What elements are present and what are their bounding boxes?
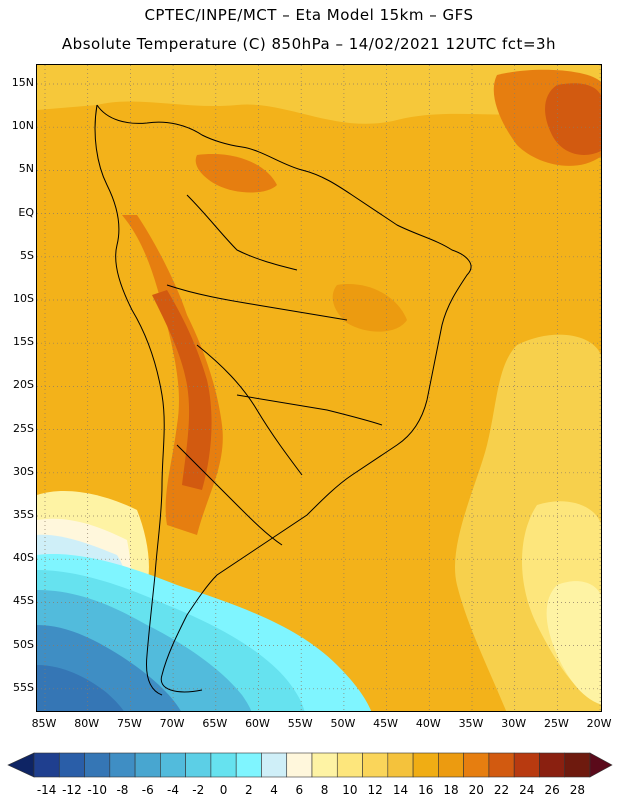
colorbar-swatch bbox=[84, 752, 111, 778]
field-brazil-hot bbox=[332, 284, 407, 332]
lon-label: 75W bbox=[116, 717, 142, 730]
lat-label: 45S bbox=[13, 594, 34, 608]
lon-label: 40W bbox=[415, 717, 441, 730]
colorbar-tick-label: 28 bbox=[569, 783, 585, 797]
temperature-map bbox=[36, 64, 602, 712]
map-title-line2: Absolute Temperature (C) 850hPa – 14/02/… bbox=[61, 35, 557, 53]
lat-label: 40S bbox=[13, 551, 34, 565]
colorbar-swatch bbox=[336, 752, 363, 778]
lat-label: 10N bbox=[11, 119, 34, 133]
lat-label: 15N bbox=[11, 76, 34, 89]
coastlines-borders bbox=[94, 104, 472, 696]
colorbar-swatch bbox=[109, 752, 136, 778]
lat-label: 20S bbox=[13, 378, 34, 392]
colorbar-tick-label: 18 bbox=[443, 783, 459, 797]
lat-label: 15S bbox=[13, 335, 34, 349]
lat-label: 5S bbox=[20, 248, 34, 262]
lon-label: 85W bbox=[31, 717, 57, 730]
field-andes-core bbox=[152, 290, 212, 490]
lat-label: EQ bbox=[18, 205, 34, 219]
field-south-blue3 bbox=[37, 665, 124, 711]
colorbar-tick-label: 6 bbox=[295, 783, 304, 797]
field-yellow-north bbox=[37, 65, 601, 124]
lon-label: 35W bbox=[458, 717, 484, 730]
border-2 bbox=[166, 284, 348, 321]
colorbar-swatch bbox=[58, 752, 85, 778]
map-gridlines bbox=[37, 65, 601, 711]
border-3 bbox=[196, 344, 303, 476]
colorbar-swatch bbox=[286, 752, 313, 778]
colorbar-tick-label: 10 bbox=[342, 783, 358, 797]
colorbar-tick-label: 14 bbox=[392, 783, 409, 797]
colorbar-tick-label: 4 bbox=[270, 783, 278, 797]
colorbar bbox=[7, 752, 613, 778]
lon-label: 55W bbox=[287, 717, 313, 730]
colorbar-swatch bbox=[235, 752, 262, 778]
colorbar-swatch bbox=[185, 752, 212, 778]
lat-label: 30S bbox=[13, 464, 34, 478]
colorbar-swatch bbox=[539, 752, 566, 778]
border-5 bbox=[176, 444, 283, 546]
lon-label: 70W bbox=[159, 717, 185, 730]
lat-label: 5N bbox=[18, 162, 34, 176]
lon-label: 25W bbox=[543, 717, 569, 730]
colorbar-swatch bbox=[387, 752, 414, 778]
field-atlantic-cream bbox=[546, 581, 601, 705]
field-interior-hot bbox=[195, 154, 277, 193]
lon-label: 30W bbox=[501, 717, 527, 730]
colorbar-swatch bbox=[210, 752, 237, 778]
colorbar-over-triangle bbox=[589, 752, 613, 778]
colorbar-swatch bbox=[438, 752, 464, 778]
lat-label: 10S bbox=[13, 292, 34, 305]
colorbar-tick-label: 26 bbox=[544, 783, 560, 797]
colorbar-tick-label: -14 bbox=[36, 783, 57, 797]
colorbar-tick-label: 22 bbox=[493, 783, 510, 797]
colorbar-tick-label: 2 bbox=[244, 783, 253, 797]
colorbar-tick-label: 24 bbox=[519, 783, 535, 797]
south-america-coastline bbox=[96, 104, 472, 693]
colorbar-swatch bbox=[261, 752, 288, 778]
border-4 bbox=[236, 394, 383, 426]
lat-label: 55S bbox=[13, 680, 34, 694]
lon-label: 45W bbox=[373, 717, 399, 730]
lon-label: 50W bbox=[330, 717, 356, 730]
lat-label: 50S bbox=[13, 637, 34, 651]
colorbar-swatch bbox=[33, 752, 60, 778]
colorbar-tick-label: -6 bbox=[141, 783, 154, 797]
colorbar-swatch bbox=[412, 752, 439, 778]
lon-label: 60W bbox=[245, 717, 270, 730]
map-title-line1: CPTEC/INPE/MCT – Eta Model 15km – GFS bbox=[144, 6, 474, 24]
colorbar-swatch bbox=[134, 752, 161, 778]
colorbar-tick-label: -12 bbox=[62, 783, 82, 797]
lon-label: 20W bbox=[586, 717, 612, 730]
colorbar-tick-label: -2 bbox=[192, 783, 205, 797]
west-coastline bbox=[94, 104, 165, 696]
colorbar-swatch bbox=[311, 752, 338, 778]
colorbar-tick-label: -4 bbox=[167, 783, 179, 797]
colorbar-swatch bbox=[564, 752, 591, 778]
colorbar-tick-label: 20 bbox=[468, 783, 484, 797]
colorbar-tick-label: 12 bbox=[367, 783, 383, 797]
map-canvas bbox=[37, 65, 601, 711]
border-1 bbox=[186, 194, 298, 271]
colorbar-swatch bbox=[463, 752, 490, 778]
field-ne-hot-inner bbox=[545, 83, 601, 155]
colorbar-tick-label: 16 bbox=[418, 783, 434, 797]
colorbar-swatch bbox=[488, 752, 515, 778]
colorbar-swatch bbox=[513, 752, 540, 778]
lat-label: 25S bbox=[13, 421, 34, 435]
colorbar-swatch bbox=[160, 752, 186, 778]
colorbar-under-triangle bbox=[7, 752, 35, 778]
colorbar-tick-label: -10 bbox=[87, 783, 107, 797]
lon-label: 80W bbox=[74, 717, 100, 730]
colorbar-tick-label: 8 bbox=[320, 783, 329, 797]
colorbar-tick-label: -8 bbox=[116, 783, 129, 797]
colorbar-swatch bbox=[362, 752, 389, 778]
colorbar-tick-label: 0 bbox=[219, 783, 228, 797]
lon-label: 65W bbox=[202, 717, 228, 730]
lat-label: 35S bbox=[13, 508, 34, 521]
